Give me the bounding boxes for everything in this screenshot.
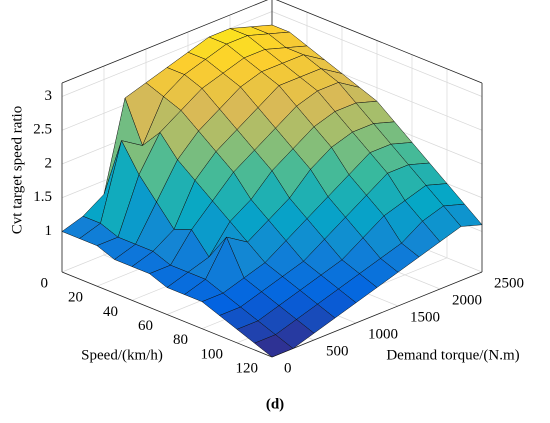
axis-line	[61, 271, 273, 358]
y-tick-label: 2500	[494, 275, 524, 291]
z-tick-label: 3	[45, 88, 53, 104]
x-tick-label: 40	[103, 304, 118, 320]
y-tick-label: 0	[284, 360, 292, 376]
z-tick-label: 2	[45, 155, 53, 171]
x-tick-label: 60	[138, 318, 153, 334]
x-axis-label: Speed/(km/h)	[81, 347, 163, 363]
surface	[61, 24, 483, 358]
x-tick-label: 120	[236, 360, 259, 376]
caption: (d)	[266, 396, 284, 412]
axis-line	[271, 271, 483, 358]
surface-patch	[254, 334, 294, 358]
y-tick-label: 500	[326, 343, 349, 359]
y-tick-label: 2000	[452, 292, 482, 308]
grid-line	[61, 11, 273, 97]
x-tick-label: 20	[68, 290, 83, 306]
z-tick-label: 1	[45, 223, 53, 239]
x-tick-label: 80	[173, 332, 188, 348]
y-axis-label: Demand torque/(N.m)	[386, 347, 519, 363]
axis-line	[275, 0, 483, 84]
y-tick-label: 1500	[410, 309, 440, 325]
y-tick-label: 1000	[368, 326, 398, 342]
z-tick-label: 1.5	[33, 189, 52, 205]
x-tick-label: 100	[201, 346, 224, 362]
axis-labels: 0 20 40 60 80 100 120 0 500 1000 1500 2000 2500 1 1.5 2…	[33, 88, 524, 377]
x-tick-label: 0	[41, 275, 49, 291]
z-tick-label: 2.5	[33, 122, 52, 138]
z-axis-label: Cvt target speed ratio	[9, 106, 25, 234]
axis-line	[61, 0, 269, 84]
grid-line	[271, 11, 483, 97]
